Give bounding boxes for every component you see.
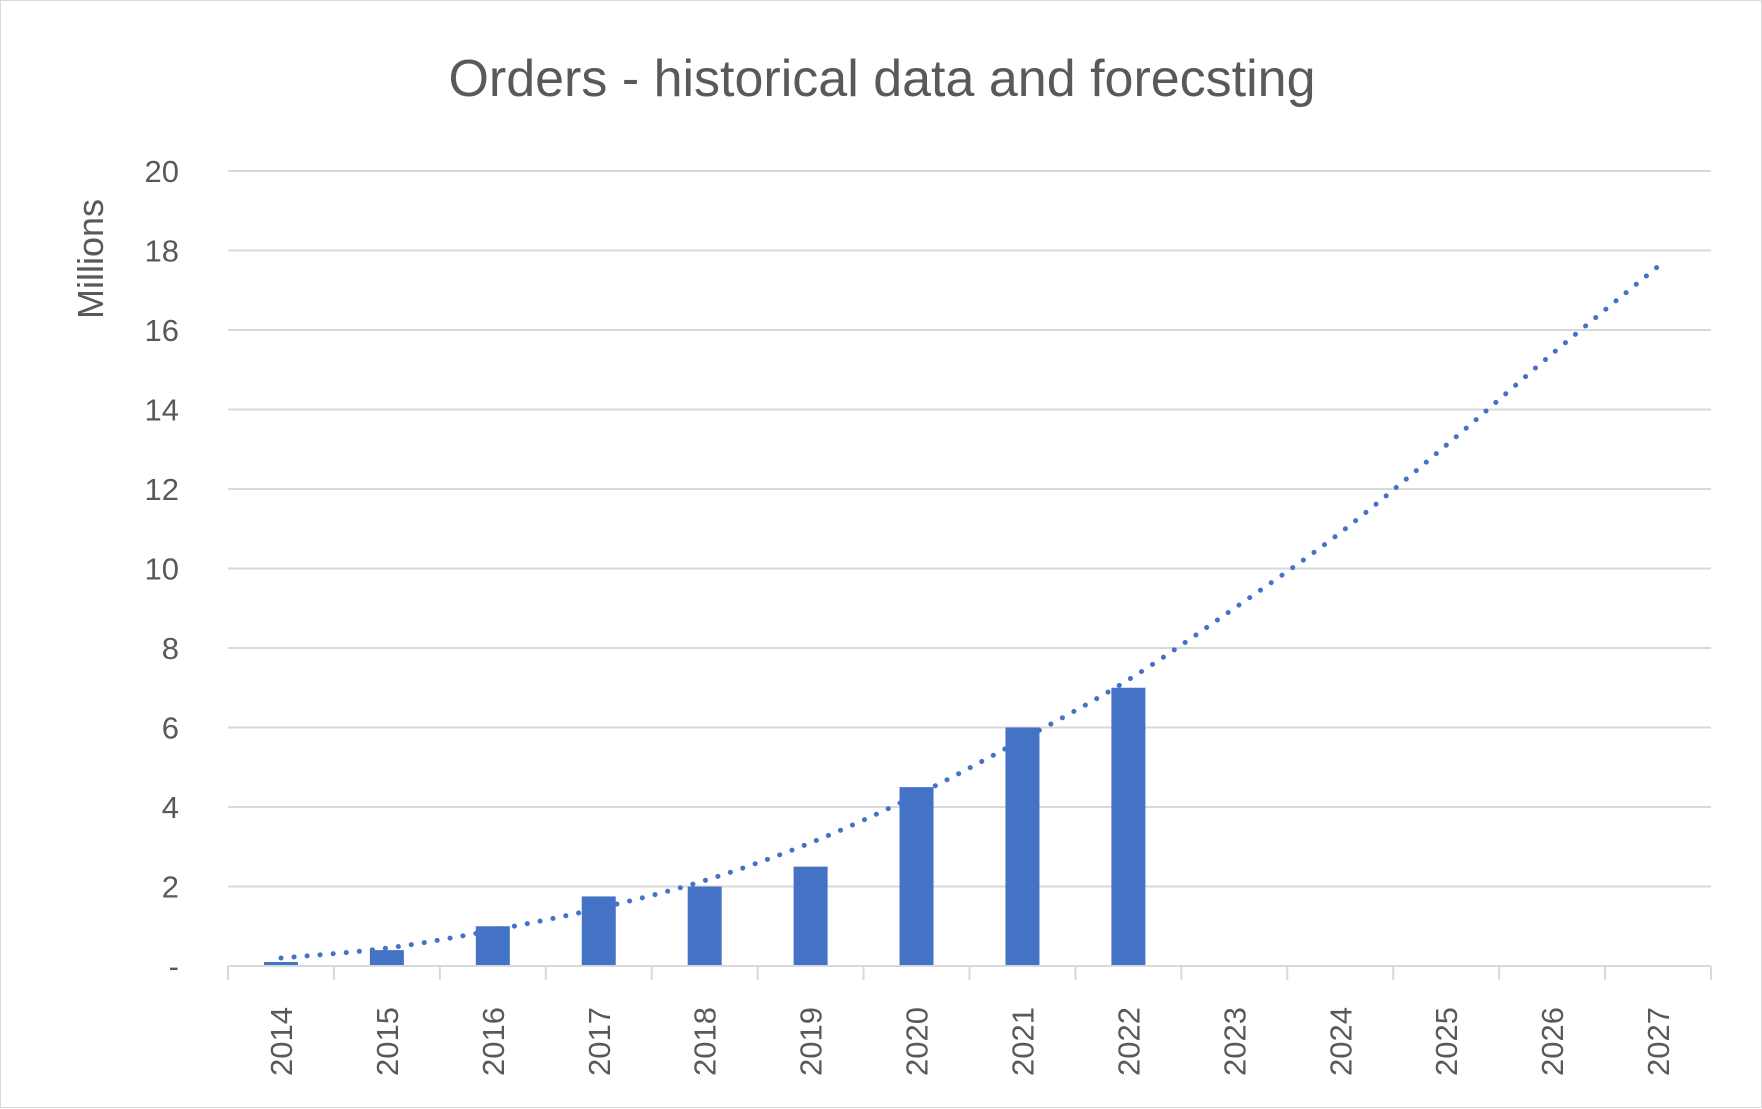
y-tick-label: 2 <box>162 870 179 905</box>
bar <box>1005 727 1040 966</box>
x-tick-label: 2026 <box>1535 1007 1570 1076</box>
y-tick-label: 20 <box>145 154 179 189</box>
x-tick-label: 2018 <box>688 1007 723 1076</box>
y-tick-label: 16 <box>145 313 179 348</box>
x-tick-label: 2022 <box>1111 1007 1146 1076</box>
y-tick-label: 14 <box>145 393 179 428</box>
bar <box>1111 687 1146 966</box>
x-tick-label: 2024 <box>1323 1007 1358 1076</box>
x-tick-label: 2014 <box>264 1007 299 1076</box>
x-axis <box>227 965 1712 980</box>
x-tick-label: 2016 <box>476 1007 511 1076</box>
y-tick-label: 10 <box>145 552 179 587</box>
x-tick-label: 2025 <box>1429 1007 1464 1076</box>
y-tick-label: 18 <box>145 234 179 269</box>
gridlines <box>228 170 1711 888</box>
bar <box>263 962 298 966</box>
x-tick-label: 2021 <box>1005 1007 1040 1076</box>
x-tick-label: 2020 <box>900 1007 935 1076</box>
y-axis: - 2 4 6 8 10 12 14 16 18 20 <box>145 154 179 984</box>
bar <box>687 886 722 966</box>
trendline-layer <box>278 263 1661 961</box>
bar <box>581 896 616 966</box>
x-tick-label: 2019 <box>794 1007 829 1076</box>
y-tick-label: 12 <box>145 472 179 507</box>
y-tick-label: 6 <box>162 711 179 746</box>
y-tick-label: 4 <box>162 790 179 825</box>
y-tick-label: 8 <box>162 631 179 666</box>
x-tick-labels: 2014 2015 2016 2017 2018 2019 2020 2021 2022 2023… <box>264 1007 1676 1076</box>
y-tick-label: - <box>169 949 179 984</box>
bar <box>475 926 510 966</box>
bar-series <box>263 687 1146 966</box>
bar <box>369 950 404 966</box>
chart-title: Orders - historical data and forecsting <box>448 50 1315 108</box>
x-tick-label: 2015 <box>370 1007 405 1076</box>
trendline <box>278 263 1661 961</box>
bar <box>793 866 828 966</box>
bar <box>899 787 934 966</box>
y-axis-label: Millions <box>70 199 111 319</box>
x-tick-label: 2027 <box>1641 1007 1676 1076</box>
x-tick-label: 2023 <box>1217 1007 1252 1076</box>
x-tick-label: 2017 <box>582 1007 617 1076</box>
